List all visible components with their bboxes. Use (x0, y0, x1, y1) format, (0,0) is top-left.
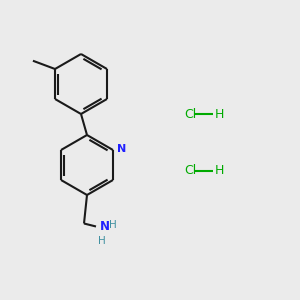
Text: H: H (214, 164, 224, 178)
Text: N: N (100, 220, 110, 233)
Text: Cl: Cl (184, 164, 197, 178)
Text: N: N (117, 144, 126, 154)
Text: H: H (98, 236, 105, 245)
Text: Cl: Cl (184, 107, 197, 121)
Text: H: H (214, 107, 224, 121)
Text: H: H (109, 220, 116, 230)
